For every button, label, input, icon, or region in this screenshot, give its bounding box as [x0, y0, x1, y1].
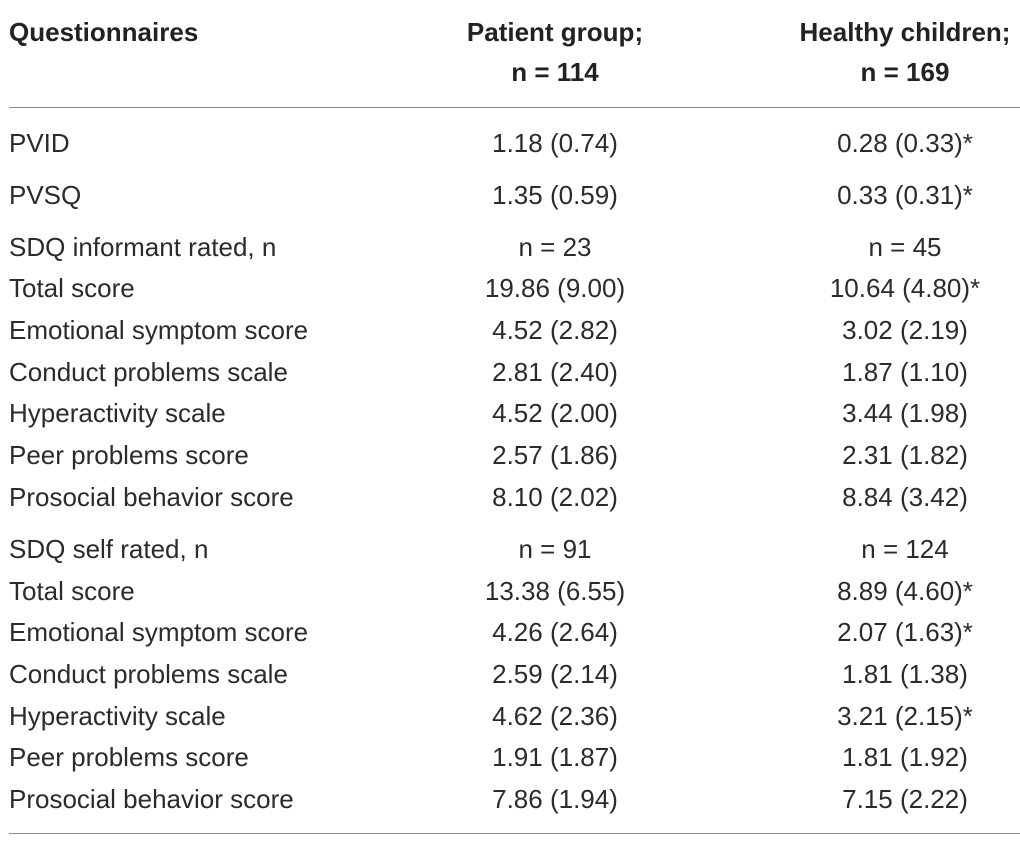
- row-label: Conduct problems scale: [9, 357, 288, 387]
- row-label: Peer problems score: [9, 440, 249, 470]
- row-label: PVID: [9, 128, 70, 158]
- table-cell: 1.91 (1.87): [492, 742, 618, 772]
- column-header: Questionnaires: [9, 17, 199, 47]
- table-cell: n = 124: [861, 534, 949, 564]
- row-label: SDQ informant rated, n: [9, 232, 277, 262]
- row-label: Hyperactivity scale: [9, 701, 226, 731]
- row-label: Total score: [9, 273, 135, 303]
- table-cell: 4.52 (2.82): [492, 315, 618, 345]
- table-cell: 2.31 (1.82): [842, 440, 968, 470]
- table-cell: 3.21 (2.15)*: [837, 701, 973, 731]
- header-rule: [9, 107, 1020, 108]
- table-cell: n = 45: [868, 232, 942, 262]
- table-cell: 4.52 (2.00): [492, 398, 618, 428]
- table-cell: 8.84 (3.42): [842, 482, 968, 512]
- row-label: Emotional symptom score: [9, 617, 309, 647]
- bottom-rule: [9, 833, 1020, 834]
- table-cell: 8.10 (2.02): [492, 482, 618, 512]
- row-label: Peer problems score: [9, 742, 249, 772]
- table-cell: 3.44 (1.98): [842, 398, 968, 428]
- table-cell: 8.89 (4.60)*: [837, 576, 973, 606]
- table-cell: 3.02 (2.19): [842, 315, 968, 345]
- column-header: Healthy children;: [799, 17, 1011, 47]
- row-label: PVSQ: [9, 180, 82, 210]
- table-cell: 2.07 (1.63)*: [837, 617, 973, 647]
- table-cell: n = 23: [518, 232, 592, 262]
- table-cell: 1.35 (0.59): [492, 180, 618, 210]
- column-header: n = 114: [511, 57, 599, 87]
- table-cell: 19.86 (9.00): [484, 273, 626, 303]
- table-cell: 1.81 (1.92): [842, 742, 968, 772]
- table-cell: 2.81 (2.40): [492, 357, 618, 387]
- row-label: Emotional symptom score: [9, 315, 309, 345]
- row-label: Hyperactivity scale: [9, 398, 226, 428]
- row-label: SDQ self rated, n: [9, 534, 209, 564]
- table-cell: n = 91: [518, 534, 592, 564]
- row-label: Total score: [9, 576, 135, 606]
- row-label: Conduct problems scale: [9, 659, 288, 689]
- table-cell: 7.15 (2.22): [842, 784, 968, 814]
- table-cell: 4.26 (2.64): [492, 617, 618, 647]
- table-cell: 1.87 (1.10): [842, 357, 968, 387]
- row-label: Prosocial behavior score: [9, 784, 294, 814]
- table-cell: 1.18 (0.74): [492, 128, 618, 158]
- table-cell: 0.28 (0.33)*: [837, 128, 973, 158]
- table-cell: 2.59 (2.14): [492, 659, 618, 689]
- row-label: Prosocial behavior score: [9, 482, 294, 512]
- table-cell: 13.38 (6.55): [484, 576, 626, 606]
- table-cell: 0.33 (0.31)*: [837, 180, 973, 210]
- table-cell: 7.86 (1.94): [492, 784, 618, 814]
- column-header: Patient group;: [466, 17, 644, 47]
- table-cell: 1.81 (1.38): [842, 659, 968, 689]
- table-cell: 10.64 (4.80)*: [829, 273, 981, 303]
- table-cell: 4.62 (2.36): [492, 701, 618, 731]
- table-cell: 2.57 (1.86): [492, 440, 618, 470]
- column-header: n = 169: [860, 57, 950, 87]
